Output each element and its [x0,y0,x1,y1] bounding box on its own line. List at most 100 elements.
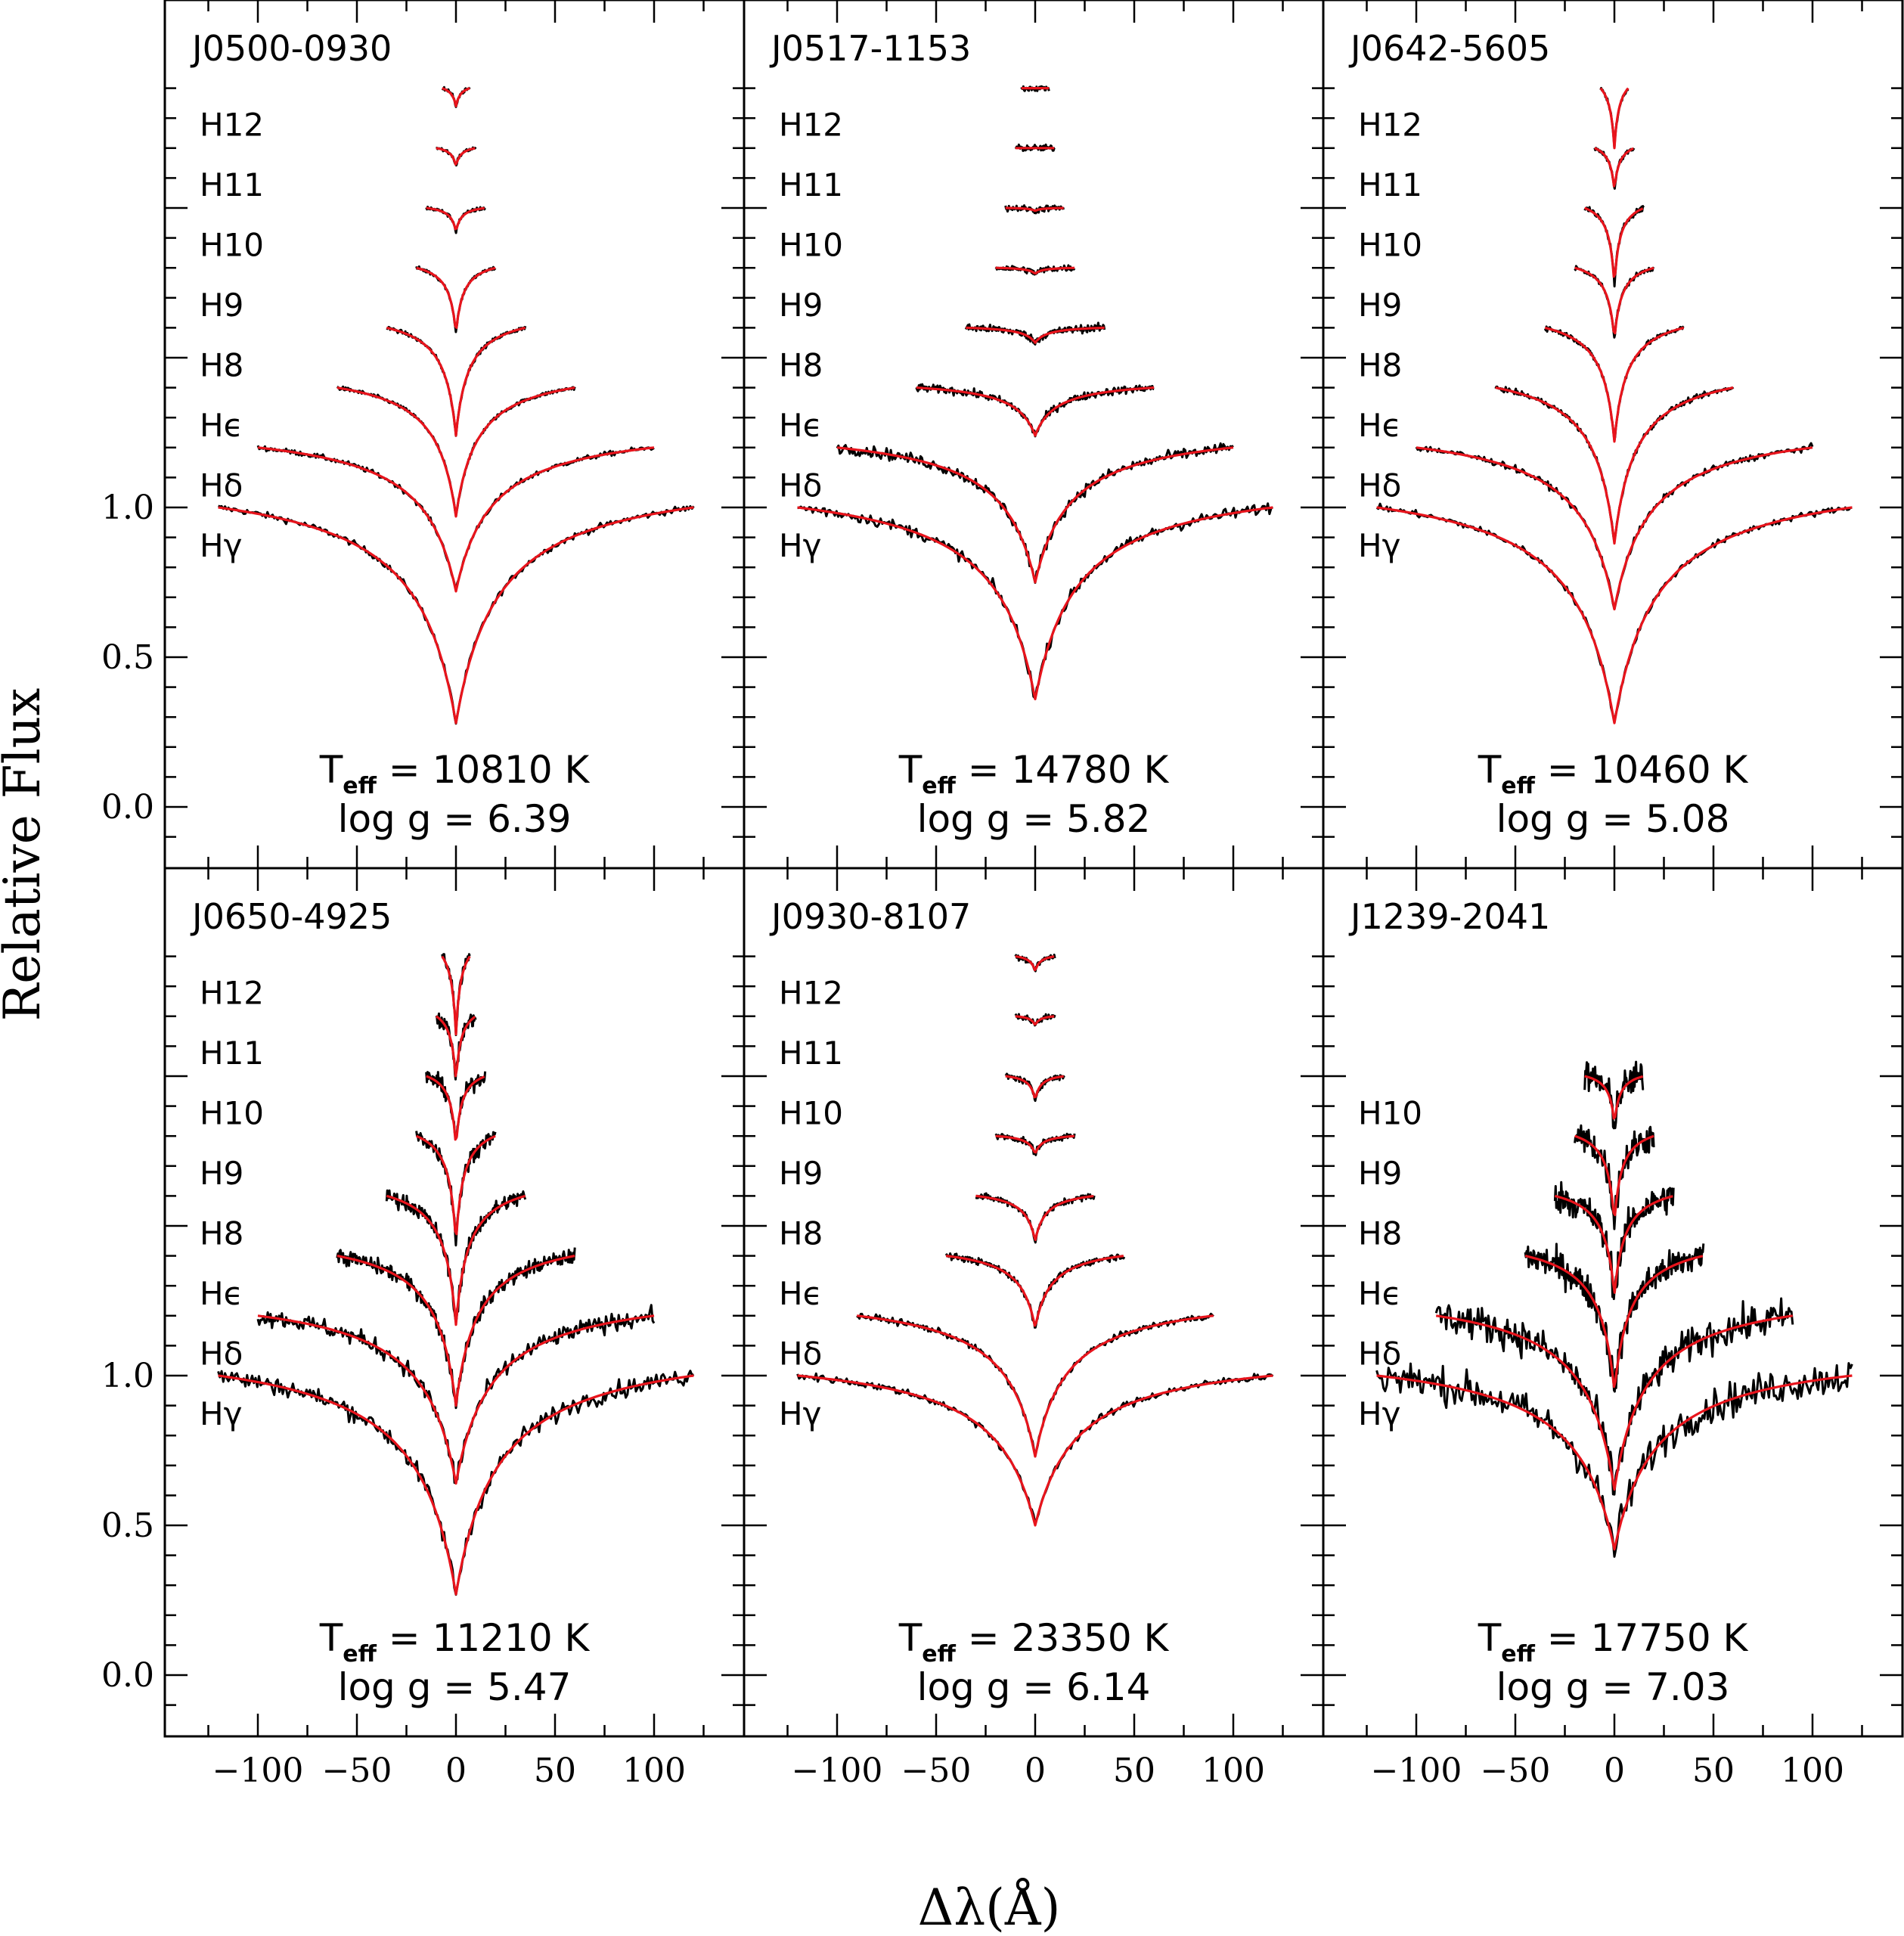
line-label: H10 [200,1095,264,1132]
tick-marks [1323,0,1902,868]
model-spectrum-h9 [415,1134,496,1236]
line-label: H12 [1358,107,1422,144]
model-spectrum-h10 [426,206,485,231]
line-label: Hδ [779,1336,822,1373]
observed-spectrum-hϵ [336,1247,576,1410]
x-tick-label: −100 [212,1751,304,1790]
model-spectrum-h9 [1574,266,1654,335]
line-label: Hδ [1358,1336,1401,1373]
model-spectrum-hγ [1376,1374,1853,1551]
observed-spectrum-h8 [1543,325,1685,442]
x-tick-label: −50 [901,1751,972,1790]
line-label: H9 [779,1155,823,1192]
observed-spectrum-hϵ [944,1252,1126,1329]
x-tick-label: 50 [1692,1751,1735,1790]
model-spectrum-h11 [1594,147,1634,188]
model-spectrum-hδ [257,446,655,593]
teff-annotation: Teff = 17750 K [1478,1616,1749,1668]
model-spectrum-hϵ [1495,386,1734,545]
panel-frame [1322,867,1904,1738]
line-label: Hδ [779,467,822,504]
teff-annotation: Teff = 23350 K [898,1616,1170,1668]
teff-annotation: Teff = 11210 K [319,1616,591,1668]
line-label: H9 [1358,287,1402,324]
line-label: Hγ [1358,527,1400,564]
model-spectrum-hδ [257,1314,655,1485]
line-label: H8 [200,347,243,384]
x-tick-label: −100 [792,1751,883,1790]
logg-annotation: log g = 5.08 [1496,797,1730,841]
logg-annotation: log g = 5.82 [917,797,1151,841]
y-tick-label: 1.0 [101,489,154,527]
x-tick-label: 100 [1781,1751,1844,1790]
y-tick-label: 0.0 [101,1656,154,1695]
line-label: Hϵ [1358,1275,1401,1312]
y-axis-label: Relative Flux [0,688,51,1022]
line-label: H10 [1358,227,1422,264]
star-name: J0650-4925 [190,896,392,937]
line-label: H8 [1358,347,1402,384]
model-spectrum-h9 [416,266,496,329]
line-label: Hϵ [200,1275,243,1312]
teff-annotation: Teff = 10810 K [319,748,591,799]
teff-annotation: Teff = 14780 K [898,748,1170,799]
teff-annotation: Teff = 10460 K [1478,748,1749,799]
line-label: Hγ [200,1395,242,1432]
x-axis-label: Δλ(Å) [918,1879,1061,1936]
model-spectrum-hγ [797,506,1273,700]
panels-group: 0.0 0.5 1.0 J0500-0930 H12 H11 H10 H9 H8 Hϵ Hδ Hγ Te… [101,0,1904,1790]
x-tick-label: −100 [1371,1751,1462,1790]
logg-annotation: log g = 6.39 [338,797,572,841]
x-tick-label: −50 [1481,1751,1551,1790]
line-label: Hϵ [779,407,822,444]
y-tick-label: 0.5 [101,1506,154,1545]
logg-annotation: log g = 7.03 [1496,1665,1730,1709]
observed-spectrum-hδ [856,1312,1214,1458]
x-tick-label: 100 [622,1751,686,1790]
model-spectrum-hϵ [336,386,575,518]
x-tick-label: −50 [322,1751,392,1790]
panel-j0642-5605: J0642-5605 H12 H11 H10 H9 H8 Hϵ Hδ Hγ Teff = 1046… [1322,0,1904,870]
line-label: H11 [200,166,264,203]
star-name: J1239-2041 [1348,896,1550,937]
tick-marks [165,868,744,1736]
line-label: Hδ [1358,467,1401,504]
model-spectrum-h8 [386,1194,526,1326]
line-label: H8 [200,1215,243,1252]
line-label: H10 [779,1095,843,1132]
star-name: J0930-8107 [769,896,971,937]
model-spectrum-hγ [218,1374,694,1596]
panel-j0930-8107: −100 −50 0 50 100 J0930-8107 H12 H11 H10 H9 H8 Hϵ Hδ… [743,867,1325,1790]
line-label: Hγ [779,527,821,564]
model-spectrum-h10 [1005,1075,1064,1099]
tick-marks [1323,868,1902,1736]
logg-annotation: log g = 5.47 [338,1665,572,1709]
observed-spectrum-hγ [796,1372,1274,1525]
line-label: H9 [1358,1155,1402,1192]
model-spectrum-h8 [975,1194,1094,1242]
observed-spectrum-hϵ [336,385,576,517]
observed-spectrum-h8 [385,1189,527,1323]
panel-j0650-4925: 0.0 0.5 1.0 −100 −50 0 50 100 J0650-4925 H12 H11 H1… [101,867,746,1790]
model-spectrum-h9 [995,1134,1075,1154]
model-spectrum-h10 [426,1075,485,1141]
model-spectrum-hδ [836,446,1234,584]
model-spectrum-h12 [441,955,471,1036]
model-spectrum-hδ [1416,446,1813,611]
model-spectrum-hϵ [1524,1255,1704,1388]
model-spectrum-h12 [1599,87,1630,150]
model-spectrum-h11 [436,147,476,166]
model-spectrum-hγ [797,1374,1273,1527]
x-tick-label: 50 [1113,1751,1155,1790]
tick-marks [744,0,1323,868]
model-spectrum-h9 [995,266,1075,275]
observed-spectrum-hδ [836,442,1234,585]
model-spectrum-hϵ [916,386,1155,437]
observed-spectrum-h8 [386,325,527,437]
y-tick-label: 1.0 [101,1357,154,1395]
line-label: Hγ [779,1395,821,1432]
model-spectrum-h10 [1584,1075,1644,1120]
line-label: H10 [779,227,843,264]
observed-spectrum-hϵ [1524,1243,1705,1393]
x-tick-label: 0 [445,1751,467,1790]
